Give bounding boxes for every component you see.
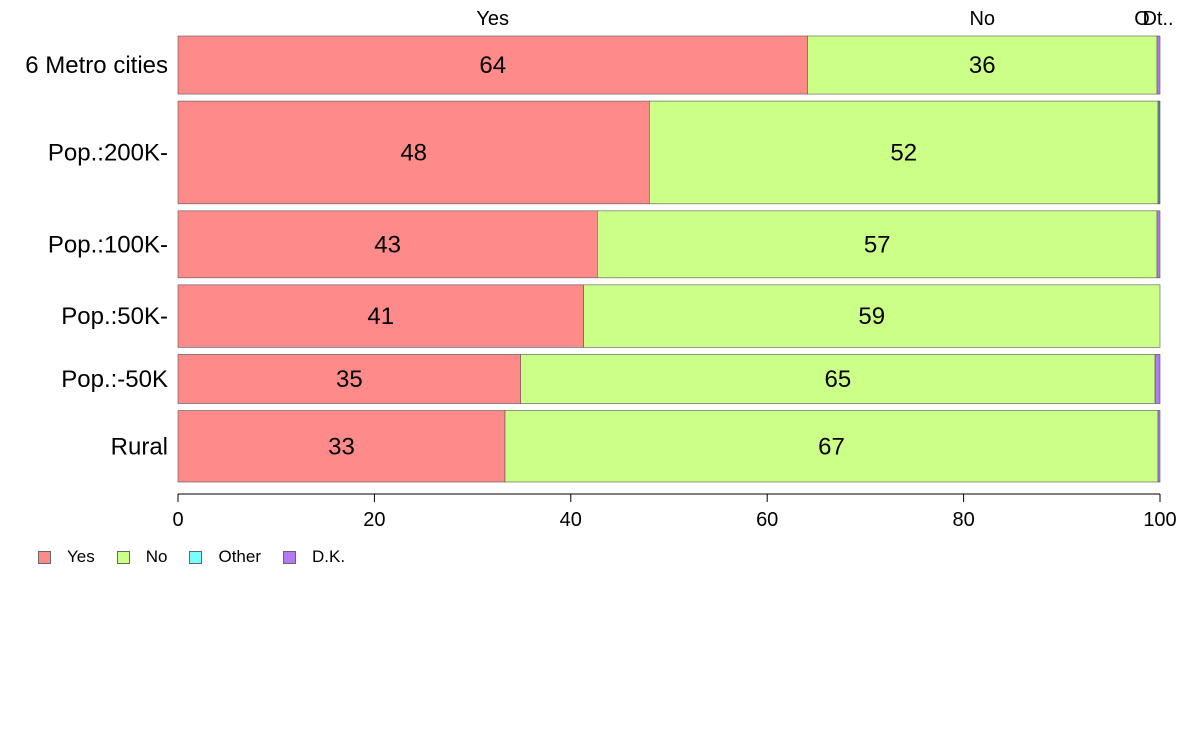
x-tick-label: 20 bbox=[363, 509, 385, 531]
legend-label: D.K. bbox=[312, 547, 346, 566]
category-label: Pop.:200K- bbox=[48, 139, 168, 166]
data-label: 48 bbox=[400, 139, 427, 166]
legend-label: Other bbox=[218, 547, 261, 566]
legend-item: No bbox=[116, 547, 168, 567]
category-label: 6 Metro cities bbox=[25, 52, 168, 79]
data-label: 65 bbox=[825, 366, 852, 393]
bar-segment-no-2 bbox=[597, 210, 1158, 279]
bar-segment-no-3 bbox=[583, 284, 1161, 348]
bar-segment-no-5 bbox=[504, 410, 1159, 483]
bar-segment-no-4 bbox=[520, 354, 1156, 404]
x-tick-label: 0 bbox=[172, 509, 183, 531]
x-tick-label: 40 bbox=[560, 509, 582, 531]
x-tick-label: 100 bbox=[1143, 509, 1176, 531]
top-label-yes: Yes bbox=[476, 8, 509, 30]
x-axis: 0 20 40 60 80 100 bbox=[172, 493, 1177, 531]
data-label: 43 bbox=[374, 231, 401, 258]
legend-item: Yes bbox=[38, 547, 95, 567]
bar-segment-dk-2 bbox=[1156, 210, 1161, 279]
legend-swatch bbox=[189, 550, 203, 564]
data-label: 67 bbox=[818, 433, 845, 460]
x-tick-label: 60 bbox=[756, 509, 778, 531]
bar-segment-dk-4 bbox=[1154, 354, 1161, 404]
category-labels: 6 Metro cities Pop.:200K- Pop.:100K- Pop.:5… bbox=[25, 52, 168, 460]
data-label: 36 bbox=[969, 52, 996, 79]
x-tick-label: 80 bbox=[952, 509, 974, 531]
data-label: 59 bbox=[858, 303, 885, 330]
data-label: 41 bbox=[367, 303, 394, 330]
legend-label: No bbox=[145, 547, 168, 566]
bar-segment-dk-5 bbox=[1157, 410, 1161, 483]
legend-swatch bbox=[283, 550, 296, 564]
bar-segment-yes-3 bbox=[177, 284, 584, 348]
bars-group: 64 36 48 52 43 57 41 59 35 65 33 67 bbox=[177, 35, 1161, 483]
data-label: 64 bbox=[479, 52, 506, 79]
top-label-other: O bbox=[1134, 8, 1150, 30]
data-label: 33 bbox=[328, 433, 355, 460]
bar-segment-dk-1 bbox=[1158, 100, 1161, 205]
data-label: 57 bbox=[864, 231, 891, 258]
data-label: 52 bbox=[890, 139, 917, 166]
bar-segment-dk-0 bbox=[1156, 35, 1161, 95]
category-label: Rural bbox=[111, 433, 168, 460]
legend-item: D.K. bbox=[283, 547, 345, 567]
legend-swatch bbox=[116, 550, 130, 564]
bar-segment-no-1 bbox=[649, 100, 1159, 205]
top-column-labels: Yes No ODt.. bbox=[476, 8, 1173, 30]
bar-segment-yes-4 bbox=[177, 354, 522, 404]
bar-segment-no-0 bbox=[807, 35, 1158, 95]
legend-item: Other bbox=[189, 547, 261, 567]
top-label-no: No bbox=[969, 8, 995, 30]
legend-label: Yes bbox=[67, 547, 95, 566]
legend-swatch bbox=[38, 550, 51, 564]
top-label-dk: Dt.. bbox=[1142, 8, 1173, 30]
bar-segment-yes-5 bbox=[177, 410, 506, 483]
category-label: Pop.:50K- bbox=[61, 303, 168, 330]
category-label: Pop.:100K- bbox=[48, 231, 168, 258]
legend: Yes No Other D.K. bbox=[38, 547, 367, 567]
bar-segment-yes-2 bbox=[177, 210, 598, 279]
category-label: Pop.:-50K bbox=[61, 366, 168, 393]
data-label: 35 bbox=[336, 366, 363, 393]
